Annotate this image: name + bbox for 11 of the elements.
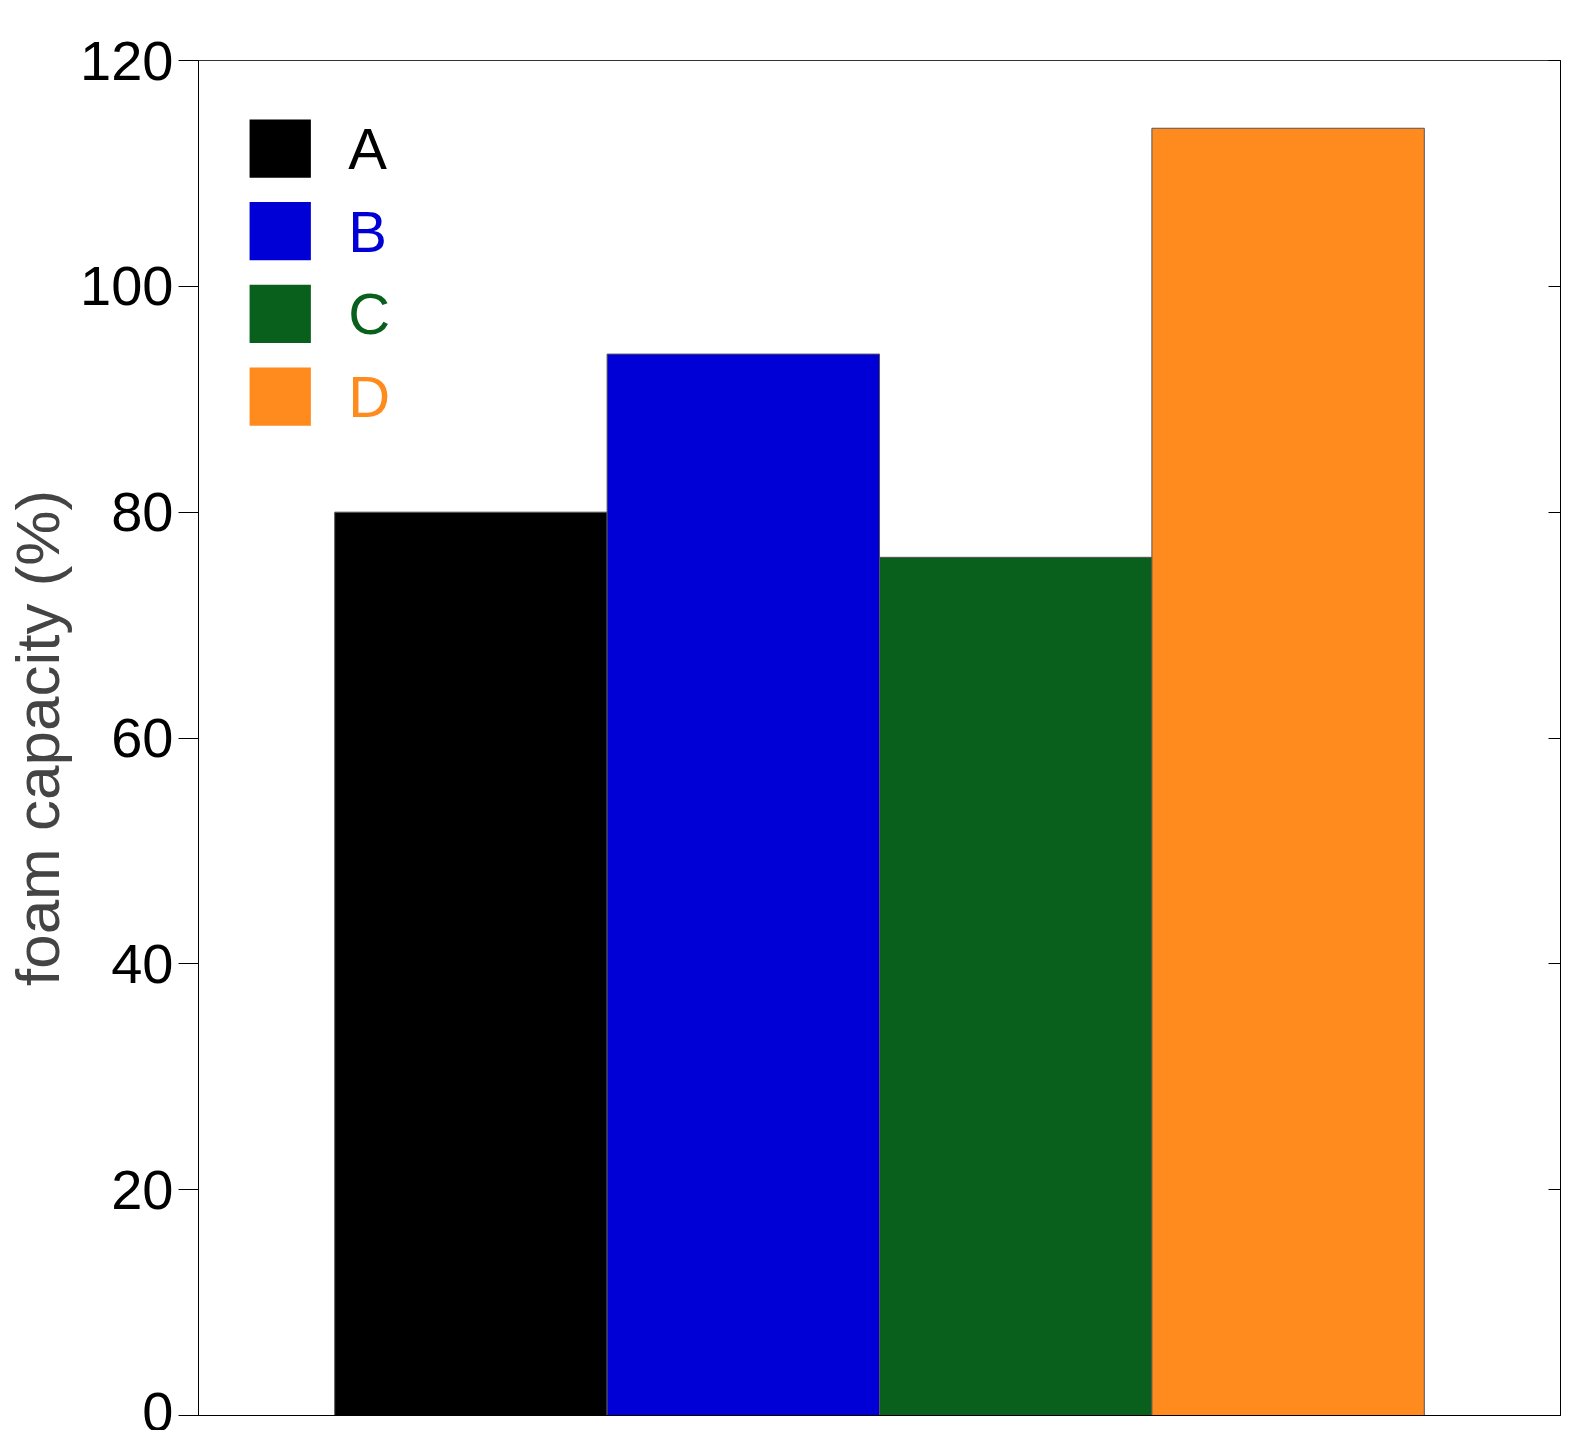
- y-tick-label: 60: [111, 706, 174, 769]
- y-tick-label: 80: [111, 480, 174, 544]
- legend-label: D: [348, 364, 391, 430]
- legend-label: B: [348, 198, 388, 264]
- y-tick-label: 100: [80, 254, 174, 318]
- legend-label: C: [348, 281, 391, 347]
- y-tick-label: 120: [80, 28, 174, 92]
- y-tick-label: 40: [111, 931, 174, 995]
- legend-label: A: [348, 116, 388, 182]
- y-axis-title: foam capacity (%): [3, 489, 73, 987]
- y-tick-label: 20: [111, 1157, 174, 1221]
